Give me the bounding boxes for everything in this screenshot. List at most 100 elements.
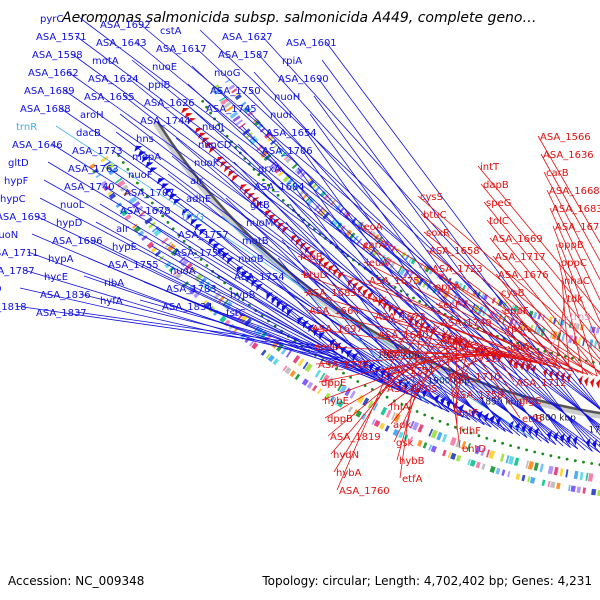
gene-label-nuok[interactable]: nuoK bbox=[194, 158, 220, 169]
gene-label-hydn[interactable]: hydN bbox=[333, 450, 359, 461]
gene-label-trns[interactable]: trnS bbox=[570, 312, 591, 323]
gene-label-hypa[interactable]: hypA bbox=[48, 254, 74, 265]
gene-label-intt[interactable]: intT bbox=[480, 162, 500, 173]
gene-label-asa_1627[interactable]: ASA_1627 bbox=[222, 32, 273, 43]
gene-label-asa_1745[interactable]: ASA_1745 bbox=[206, 104, 257, 115]
gene-label-hybe[interactable]: hybE bbox=[324, 396, 349, 407]
gene-label-oppd[interactable]: oppD bbox=[381, 348, 408, 359]
gene-label-gltb[interactable]: gltB bbox=[250, 200, 270, 211]
gene-label-hypc[interactable]: hypC bbox=[0, 194, 26, 205]
gene-label-alr[interactable]: alr bbox=[190, 176, 204, 187]
gene-label-dacb[interactable]: dacB bbox=[76, 128, 101, 139]
gene-label-adhe[interactable]: adhE bbox=[186, 194, 211, 205]
gene-label-asa_1655[interactable]: ASA_1655 bbox=[84, 92, 135, 103]
gene-label-trnr[interactable]: trnR bbox=[16, 122, 37, 133]
gene-label-asa_1837[interactable]: ASA_1837 bbox=[36, 308, 87, 319]
gene-label-cysb[interactable]: cysB bbox=[501, 288, 525, 299]
gene-label-asa_1670[interactable]: ASA_1670 bbox=[555, 222, 600, 233]
gene-label-hypf[interactable]: hypF bbox=[4, 176, 29, 187]
gene-label-nuoj[interactable]: nuoJ bbox=[202, 122, 224, 133]
gene-label-asa_1662[interactable]: ASA_1662 bbox=[28, 68, 79, 79]
gene-label-cara[interactable]: carA bbox=[363, 240, 386, 251]
gene-label-asa_1763[interactable]: ASA_1763 bbox=[68, 164, 119, 175]
gene-label-alr[interactable]: alr bbox=[116, 224, 130, 235]
gene-label-fhla[interactable]: fhlA bbox=[390, 402, 410, 413]
gene-label-pyrc[interactable]: pyrC bbox=[40, 14, 63, 25]
gene-label-speg[interactable]: speG bbox=[486, 198, 511, 209]
gene-label-nuoa[interactable]: nuoA bbox=[170, 266, 196, 277]
gene-label-asa_1566[interactable]: ASA_1566 bbox=[540, 132, 591, 143]
gene-label-asa_1754[interactable]: ASA_1754 bbox=[234, 272, 285, 283]
gene-label-trng[interactable]: trnG bbox=[182, 212, 204, 223]
gene-label-asa_1740[interactable]: ASA_1740 bbox=[64, 182, 115, 193]
gene-label-asa_1707[interactable]: ASA_1707 bbox=[124, 188, 175, 199]
gene-label-asa_1587[interactable]: ASA_1587 bbox=[218, 50, 269, 61]
gene-label-asa_1752[interactable]: ASA_1752 bbox=[447, 354, 498, 365]
gene-label-hns[interactable]: hns bbox=[136, 134, 154, 145]
gene-label-dppe[interactable]: dppE bbox=[321, 378, 346, 389]
gene-label-hyfa[interactable]: hyfA bbox=[100, 296, 123, 307]
gene-label-asa_1836[interactable]: ASA_1836 bbox=[40, 290, 91, 301]
gene-label-hybb[interactable]: hybB bbox=[399, 456, 425, 467]
gene-label-asa_1626[interactable]: ASA_1626 bbox=[144, 98, 195, 109]
gene-label-asa_1675[interactable]: ASA_1675 bbox=[369, 276, 420, 287]
gene-label-ppib[interactable]: ppiB bbox=[148, 80, 170, 91]
gene-label-nuof[interactable]: nuoF bbox=[128, 170, 153, 181]
gene-label-mepa[interactable]: mepA bbox=[132, 152, 161, 163]
gene-label-asa_1712[interactable]: ASA_1712 bbox=[516, 378, 567, 389]
gene-label-asa_1783[interactable]: ASA_1783 bbox=[166, 284, 217, 295]
gene-label-oppb[interactable]: oppB bbox=[558, 240, 584, 251]
gene-label-asa_1664[interactable]: ASA_1664 bbox=[309, 306, 360, 317]
gene-label-btuc[interactable]: btuC bbox=[423, 210, 447, 221]
gene-label-asa_1643[interactable]: ASA_1643 bbox=[96, 38, 147, 49]
gene-label-asa_1668[interactable]: ASA_1668 bbox=[549, 186, 600, 197]
gene-label-asa_1696[interactable]: ASA_1696 bbox=[52, 236, 103, 247]
gene-label-ihfb[interactable]: ihfB bbox=[513, 360, 533, 371]
gene-label-asa_1692[interactable]: ASA_1692 bbox=[100, 20, 151, 31]
gene-label-fstc[interactable]: fstC bbox=[226, 308, 246, 319]
gene-label-asa_1673[interactable]: ASA_1673 bbox=[375, 312, 426, 323]
gene-label-riba[interactable]: ribA bbox=[104, 278, 124, 289]
gene-label-asa_1787[interactable]: ASA_1787 bbox=[0, 266, 35, 277]
gene-label-grxa[interactable]: grxA bbox=[258, 164, 281, 175]
gene-label-csta[interactable]: cstA bbox=[160, 26, 182, 37]
gene-label-nuol[interactable]: nuoL bbox=[60, 200, 85, 211]
gene-label-dapb[interactable]: dapB bbox=[483, 180, 509, 191]
gene-label-asa_1749[interactable]: ASA_1749 bbox=[441, 318, 492, 329]
gene-label-asa_1706[interactable]: ASA_1706 bbox=[262, 146, 313, 157]
gene-label-rpia[interactable]: rpiA bbox=[282, 56, 302, 67]
gene-label-asa_1751[interactable]: ASA_1751 bbox=[384, 366, 435, 377]
gene-label-asa_1773[interactable]: ASA_1773 bbox=[72, 146, 123, 157]
gene-label-asa_1755[interactable]: ASA_1755 bbox=[108, 260, 159, 271]
gene-label-asa_1697[interactable]: ASA_1697 bbox=[312, 324, 363, 335]
gene-label-fdhf[interactable]: fdhF bbox=[459, 426, 481, 437]
gene-label-asa_1571[interactable]: ASA_1571 bbox=[36, 32, 87, 43]
gene-label-nuon[interactable]: nuoN bbox=[0, 230, 18, 241]
gene-label-motb[interactable]: motB bbox=[242, 236, 269, 247]
gene-label-asa_1690[interactable]: ASA_1690 bbox=[278, 74, 329, 85]
gene-label-asa_1683[interactable]: ASA_1683 bbox=[552, 204, 600, 215]
gene-label-secf[interactable]: secF bbox=[438, 300, 461, 311]
gene-label-asa_1818[interactable]: ASA_1818 bbox=[0, 302, 27, 313]
gene-label-asa_1624[interactable]: ASA_1624 bbox=[88, 74, 139, 85]
gene-label-hype[interactable]: hypE bbox=[112, 242, 137, 253]
gene-label-asa_1654[interactable]: ASA_1654 bbox=[266, 128, 317, 139]
gene-label-asa_1758[interactable]: ASA_1758 bbox=[453, 390, 504, 401]
gene-label-leua[interactable]: leuA bbox=[366, 258, 388, 269]
gene-label-asa_1598[interactable]: ASA_1598 bbox=[32, 50, 83, 61]
gene-label-asa_1757[interactable]: ASA_1757 bbox=[178, 230, 229, 241]
gene-label-asa_1658[interactable]: ASA_1658 bbox=[429, 246, 480, 257]
gene-label-asa_1723[interactable]: ASA_1723 bbox=[432, 264, 483, 275]
gene-label-hyba[interactable]: hybA bbox=[336, 468, 362, 479]
gene-label-asa_1617[interactable]: ASA_1617 bbox=[156, 44, 207, 55]
gene-label-gltd[interactable]: gltD bbox=[8, 158, 29, 169]
gene-label-cyss[interactable]: cysS bbox=[420, 192, 443, 203]
gene-label-nuoi[interactable]: nuoI bbox=[270, 110, 292, 121]
gene-label-trkd[interactable]: trkD bbox=[0, 284, 2, 295]
gene-label-etfa[interactable]: etfA bbox=[402, 474, 423, 485]
gene-label-asa_1744[interactable]: ASA_1744 bbox=[140, 116, 191, 127]
gene-label-asa_1717[interactable]: ASA_1717 bbox=[495, 252, 546, 263]
gene-label-asa_1750[interactable]: ASA_1750 bbox=[210, 86, 261, 97]
gene-label-ltaa[interactable]: ltaA bbox=[510, 342, 530, 353]
gene-label-cmk[interactable]: cmk bbox=[444, 336, 465, 347]
